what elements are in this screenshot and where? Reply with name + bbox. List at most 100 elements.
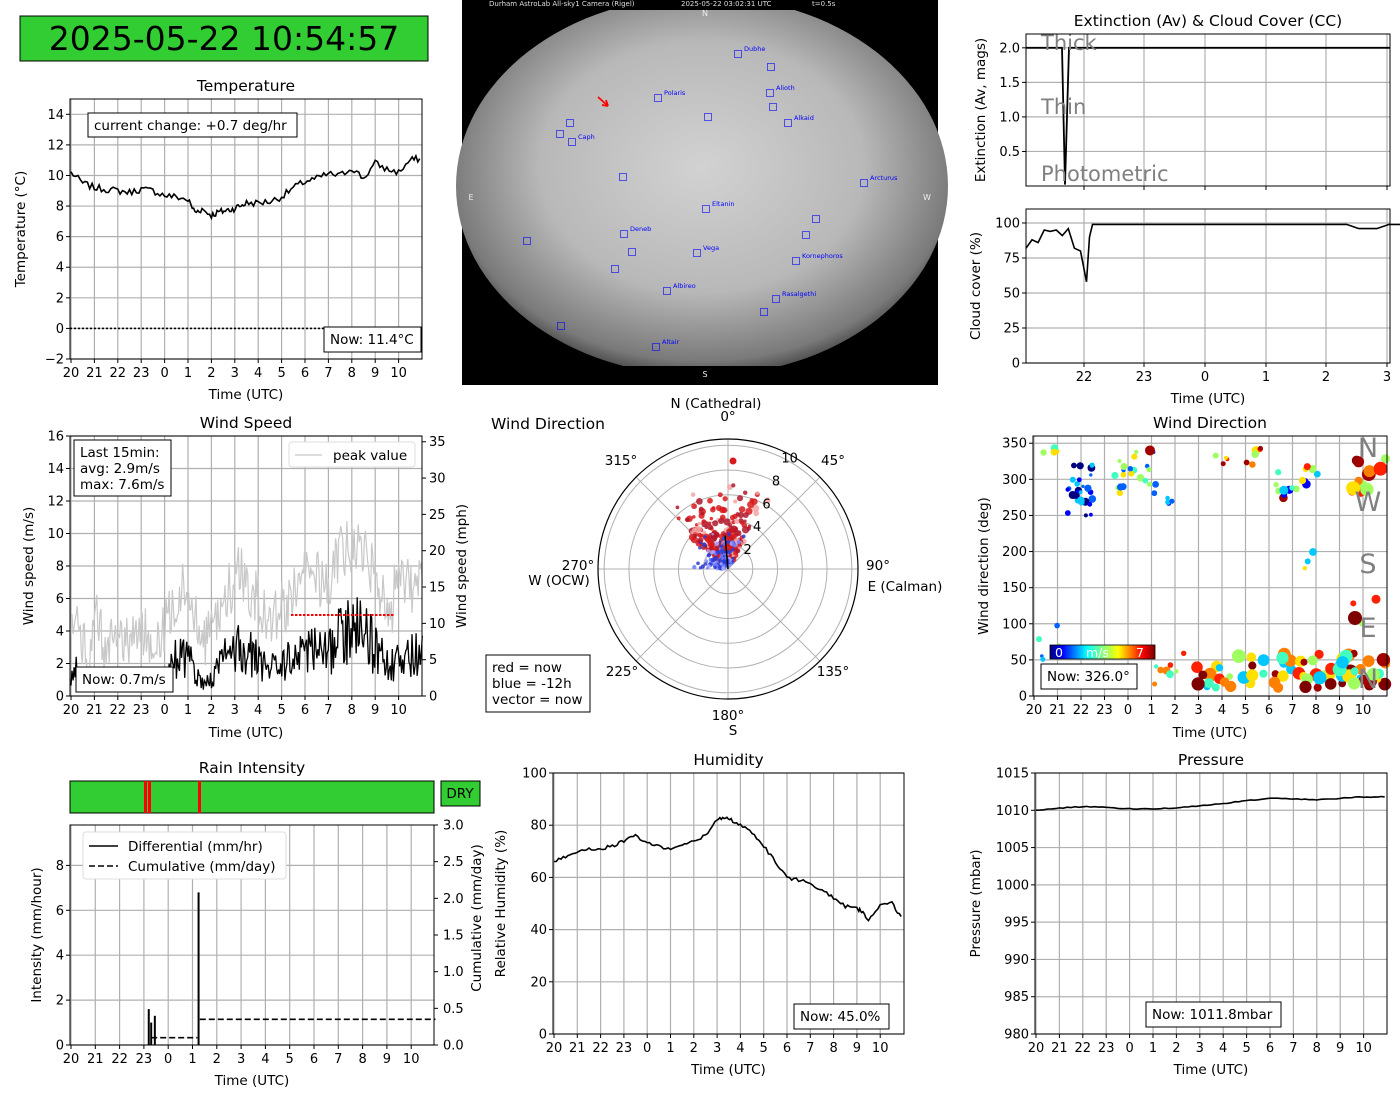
wind-direction-point (1088, 495, 1097, 503)
plot-frame (1034, 772, 1388, 1035)
wind-obs-point (698, 546, 702, 550)
colorbar-label-max: 7 (1136, 645, 1144, 660)
x-tick-label: 20 (1026, 703, 1043, 718)
allsky-dir-w: W (923, 193, 931, 202)
x-tick-label: 0 (1125, 1041, 1133, 1056)
plot-frame (1025, 208, 1391, 364)
x-tick-label: 0 (1201, 370, 1209, 385)
y-tick-label: 300 (1002, 473, 1027, 488)
angle-label: 135° (817, 664, 850, 680)
wind-obs-point (718, 534, 724, 539)
x-axis-label: Time (UTC) (208, 725, 284, 741)
allsky-red-arrow (597, 96, 609, 107)
wind-direction-point (1069, 476, 1076, 483)
wind-direction-point (1381, 454, 1390, 464)
x-tick-label: 5 (1241, 703, 1249, 718)
rain-event-marker (198, 781, 201, 813)
wind-direction-point (1166, 670, 1174, 679)
allsky-camera-panel: Durham AstroLab All-sky1 Camera (Rigel) … (456, 0, 948, 385)
wind-obs-point (752, 504, 760, 512)
x-tick-label: 23 (1136, 370, 1153, 385)
wind-obs-point (707, 497, 713, 504)
x-tick-label: 10 (1355, 1041, 1372, 1056)
legend-label: Differential (mm/hr) (128, 839, 263, 855)
now-readout-box (75, 666, 174, 693)
wind-direction-point (1346, 481, 1361, 496)
radial-tick-label: 6 (762, 497, 770, 512)
x-tick-label: 3 (231, 703, 239, 718)
polar-legend-text: red = now (492, 660, 562, 676)
y-tick-label: 4 (56, 625, 64, 640)
x-tick-label: 5 (1242, 1041, 1250, 1056)
wind-obs-point (693, 533, 697, 538)
y-tick-label: 100 (1002, 617, 1027, 632)
wind-direction-point (1157, 666, 1164, 674)
x-tick-label: 23 (616, 1041, 633, 1056)
wind-obs-point (701, 519, 706, 524)
wind-obs-point (730, 533, 736, 539)
x-tick-label: 6 (301, 366, 309, 381)
wind-obs-point (740, 520, 745, 525)
wind-direction-point (1089, 462, 1095, 468)
star-marker (792, 257, 800, 265)
y-axis-label: Intensity (mm/hour) (29, 867, 45, 1002)
wind-direction-point (1087, 501, 1093, 507)
wind-direction-point (1371, 594, 1381, 604)
plot-frame (69, 824, 435, 1046)
chart-title: Extinction (Av) & Cloud Cover (CC) (1074, 12, 1342, 30)
wind-obs-point (713, 565, 717, 570)
wind-direction-point (1324, 678, 1337, 690)
star-marker (652, 343, 660, 351)
wind-obs-point (737, 545, 742, 550)
wind-direction-point (1081, 484, 1085, 488)
x-tick-label: 0 (1124, 703, 1132, 718)
star-label: Arcturus (870, 174, 898, 182)
right-y-tick-label: 1.0 (443, 965, 464, 980)
y-axis-label: Pressure (mbar) (968, 849, 984, 957)
y-tick-label: 14 (47, 108, 64, 123)
y-tick-label: 100 (522, 767, 547, 782)
y-tick-label: 50 (1010, 653, 1027, 668)
wind-direction-point (1348, 611, 1362, 625)
wind-direction-point (1378, 677, 1392, 691)
x-tick-label: 10 (403, 1052, 420, 1067)
rate-annotation-text: current change: +0.7 deg/hr (94, 118, 287, 134)
y-axis-label: Wind direction (deg) (976, 497, 992, 635)
wind-obs-point (676, 516, 681, 521)
x-tick-label: 23 (133, 703, 150, 718)
x-tick-label: 10 (872, 1041, 889, 1056)
wind-vector-now (724, 535, 729, 570)
wind-direction-point (1300, 658, 1308, 666)
wind-direction-point (1191, 677, 1205, 691)
x-axis-label: Time (UTC) (1170, 391, 1246, 407)
wind-obs-point (697, 537, 704, 544)
y-tick-label: 10 (47, 169, 64, 184)
wind-direction-point (1293, 485, 1300, 493)
wind-direction-point (1220, 461, 1226, 467)
wind-direction-point (1211, 683, 1220, 692)
allsky-header-left: Durham AstroLab All-sky1 Camera (Rigel) (489, 0, 635, 8)
x-tick-label: 10 (390, 366, 407, 381)
rain-status-badge (440, 780, 481, 807)
wind-obs-point (727, 532, 731, 536)
polar-legend-box (485, 654, 591, 713)
angular-gridline (727, 568, 821, 662)
x-tick-label: 4 (736, 1041, 744, 1056)
x-tick-label: 8 (348, 366, 356, 381)
y-axis-label: Cloud cover (%) (968, 232, 984, 340)
colorbar-label-unit: m/s (1086, 645, 1109, 660)
compass-label: N (1358, 664, 1378, 695)
wind-stats-text: max: 7.6m/s (80, 477, 164, 493)
star-marker (860, 179, 868, 187)
wind-obs-point (717, 565, 722, 570)
rain-event-marker (148, 781, 151, 813)
x-axis-label: Time (UTC) (214, 1073, 290, 1089)
y-axis-label: Temperature (°C) (13, 171, 29, 289)
x-tick-label: 2 (690, 1041, 698, 1056)
chart-title: Temperature (196, 77, 295, 95)
legend-label: peak value (333, 448, 407, 464)
allsky-star-markers: Dubhe Polaris Alioth Alkaid Caph Arcturus Elta… (523, 45, 898, 351)
compass-label: W (1355, 487, 1382, 518)
x-tick-label: 4 (1218, 703, 1226, 718)
